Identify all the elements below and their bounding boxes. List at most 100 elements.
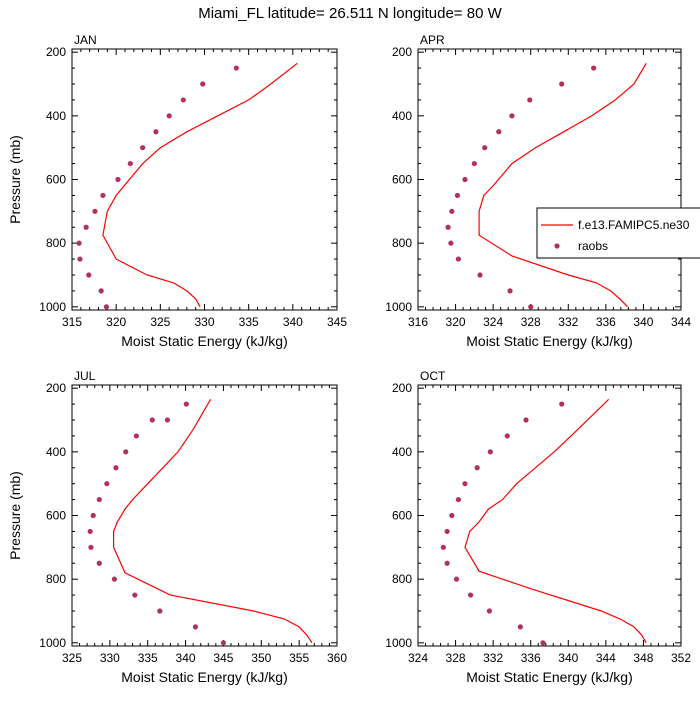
raobs-point	[115, 176, 121, 183]
raobs-point	[113, 465, 119, 471]
y-axis-label: Pressure (mb)	[7, 471, 23, 560]
x-tick-label: 340	[283, 315, 303, 329]
raobs-point	[474, 465, 480, 471]
raobs-point	[149, 417, 155, 423]
panel-title: JUL	[74, 369, 96, 383]
y-tick-label: 400	[46, 109, 66, 123]
raobs-point	[455, 256, 461, 262]
y-tick-label: 1000	[385, 300, 412, 314]
x-tick-label: 332	[558, 315, 578, 329]
x-tick-label: 340	[176, 651, 196, 665]
x-tick-label: 348	[633, 651, 653, 665]
raobs-point	[87, 528, 93, 535]
raobs-point	[140, 145, 146, 151]
raobs-point	[96, 496, 102, 503]
x-tick-label: 355	[289, 651, 309, 665]
raobs-point	[103, 304, 110, 310]
raobs-point	[482, 145, 488, 151]
panel-jul: 325 330 335 340 345 350 355 360 200 400 600 800 1000…	[7, 369, 347, 685]
x-tick-label: 344	[671, 315, 691, 329]
x-tick-label: 324	[483, 315, 503, 329]
x-tick-label: 352	[671, 651, 691, 665]
x-tick-label: 328	[521, 315, 541, 329]
raobs-point	[104, 481, 110, 487]
raobs-point	[111, 576, 117, 582]
raobs-point	[98, 288, 104, 294]
y-tick-label: 200	[46, 381, 66, 395]
x-tick-label: 328	[446, 651, 466, 665]
raobs-point	[444, 528, 450, 535]
raobs-point	[471, 160, 477, 167]
raobs-point	[200, 81, 206, 87]
raobs-point	[220, 640, 227, 646]
raobs-point	[509, 113, 515, 119]
raobs-point	[123, 449, 129, 455]
x-tick-label: 345	[213, 651, 233, 665]
plot-frame	[71, 384, 338, 647]
model-profile-line	[102, 62, 298, 308]
raobs-point	[462, 176, 468, 183]
y-tick-label: 1000	[39, 300, 66, 314]
y-tick-label: 200	[46, 45, 66, 59]
raobs-point	[96, 560, 102, 566]
x-axis-label: Moist Static Energy (kJ/kg)	[121, 669, 288, 685]
raobs-point	[449, 512, 455, 519]
y-axis-label: Pressure (mb)	[7, 135, 23, 224]
raobs-point	[528, 304, 534, 310]
y-tick-label: 200	[392, 381, 412, 395]
y-tick-label: 600	[46, 173, 66, 187]
y-tick-label: 400	[46, 445, 66, 459]
raobs-point	[180, 97, 186, 103]
raobs-point	[540, 640, 546, 646]
raobs-point	[454, 192, 461, 199]
raobs-point	[449, 208, 455, 214]
raobs-point	[448, 240, 454, 246]
legend: f.e13.FAMIPC5.ne30 raobs	[536, 207, 700, 259]
panel-title: JAN	[74, 33, 97, 47]
raobs-point	[453, 576, 460, 582]
x-tick-label: 320	[106, 315, 126, 329]
panel-jan: 315 320 325 330 335 340 345 200 400 600 800 1000 JAN…	[7, 33, 347, 349]
raobs-point	[92, 208, 98, 214]
raobs-point	[90, 512, 96, 519]
panel-oct: 324 328 332 336 340 344 348 352 200 400 600 800 1000…	[385, 369, 691, 685]
model-profile-line	[478, 62, 647, 308]
raobs-point	[132, 592, 138, 598]
x-tick-label: 350	[251, 651, 271, 665]
raobs-point	[153, 129, 159, 135]
legend-box	[536, 207, 700, 259]
y-tick-label: 1000	[385, 636, 412, 650]
y-tick-label: 400	[392, 445, 412, 459]
x-tick-label: 325	[62, 651, 82, 665]
raobs-point	[133, 433, 139, 439]
y-tick-label: 1000	[39, 636, 66, 650]
raobs-point	[559, 401, 565, 407]
raobs-point	[486, 608, 492, 614]
y-tick-label: 800	[392, 236, 412, 250]
x-axis-label: Moist Static Energy (kJ/kg)	[121, 333, 288, 349]
raobs-point	[523, 417, 529, 423]
raobs-point	[517, 624, 523, 630]
raobs-point	[496, 129, 502, 135]
y-tick-label: 800	[392, 572, 412, 586]
x-tick-label: 320	[446, 315, 466, 329]
y-tick-label: 600	[392, 173, 412, 187]
raobs-point	[444, 560, 450, 566]
raobs-point	[192, 624, 199, 630]
raobs-point	[77, 256, 83, 262]
raobs-point	[591, 65, 597, 71]
x-tick-label: 340	[633, 315, 653, 329]
x-tick-label: 315	[62, 315, 82, 329]
raobs-point	[166, 113, 172, 119]
y-tick-label: 600	[392, 509, 412, 523]
raobs-point	[100, 192, 106, 199]
raobs-point	[86, 272, 92, 278]
raobs-point	[455, 496, 461, 503]
x-axis-label: Moist Static Energy (kJ/kg)	[466, 669, 633, 685]
raobs-point	[462, 481, 468, 487]
raobs-point	[468, 592, 474, 598]
raobs-point	[233, 65, 239, 71]
x-tick-label: 324	[408, 651, 428, 665]
raobs-point	[504, 433, 510, 439]
